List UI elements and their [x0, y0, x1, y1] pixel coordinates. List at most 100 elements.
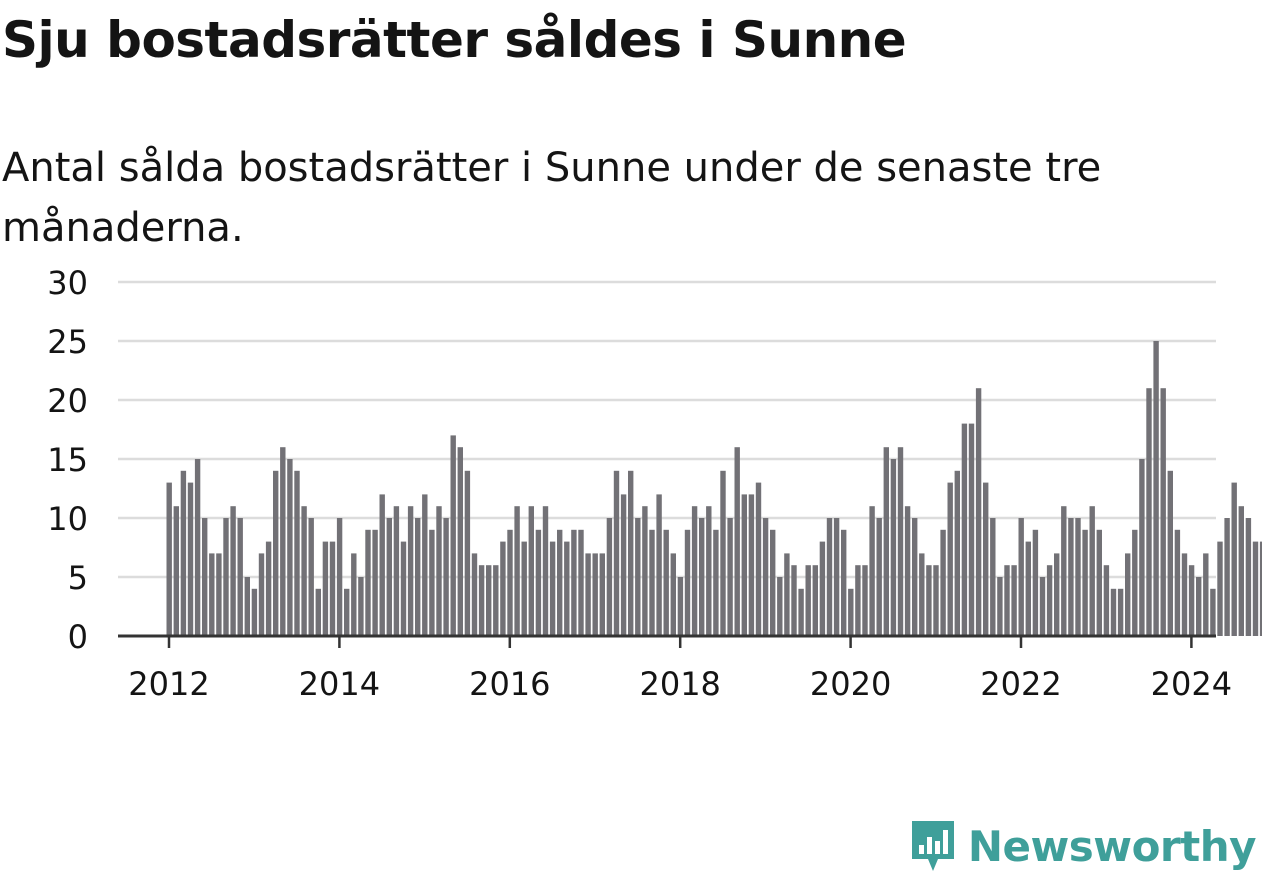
bar — [429, 529, 435, 636]
bar — [841, 529, 847, 636]
bar — [464, 470, 471, 636]
bar — [1061, 506, 1067, 636]
bar — [904, 506, 911, 636]
bar — [1082, 529, 1088, 636]
bar — [1181, 553, 1188, 636]
bar — [1004, 565, 1010, 636]
bar — [755, 482, 762, 636]
bar — [592, 553, 598, 636]
bar — [528, 506, 534, 636]
bar — [393, 506, 400, 636]
bar — [308, 518, 314, 636]
bar — [301, 506, 307, 636]
bar — [691, 506, 698, 636]
bar — [677, 577, 684, 636]
x-tick-label: 2022 — [980, 665, 1061, 703]
bar — [358, 577, 364, 636]
bar — [187, 482, 194, 636]
bar — [251, 588, 258, 636]
bar — [500, 541, 506, 636]
bar — [1054, 553, 1060, 636]
bar — [329, 541, 336, 636]
bar — [1132, 529, 1138, 636]
bar — [1075, 518, 1081, 636]
bar — [599, 553, 605, 636]
bar — [436, 506, 442, 636]
bar — [727, 518, 733, 636]
bar — [585, 553, 591, 636]
bar — [762, 518, 769, 636]
bar — [706, 506, 712, 636]
bar — [784, 553, 790, 636]
bar — [457, 447, 463, 636]
bar — [961, 423, 968, 636]
bar — [1252, 541, 1259, 636]
bar — [542, 506, 549, 636]
bar — [1025, 541, 1031, 636]
bar — [265, 541, 272, 636]
bar — [670, 553, 676, 636]
newsworthy-bar-chart-icon — [911, 821, 954, 871]
bar — [1245, 518, 1252, 636]
bar — [478, 565, 485, 636]
y-tick-label: 0 — [68, 618, 88, 656]
x-axis-ticks: 20122014201620182020202220242026 — [128, 636, 1232, 703]
bar — [237, 518, 243, 636]
bar — [571, 529, 577, 636]
bar — [1188, 565, 1195, 636]
bar — [684, 529, 691, 636]
bar — [1096, 529, 1102, 636]
bar — [613, 470, 620, 636]
bar — [400, 541, 407, 636]
bar — [1174, 529, 1181, 636]
bar — [919, 553, 925, 636]
bar — [855, 565, 861, 636]
bar — [663, 529, 669, 636]
bar — [166, 482, 172, 636]
bar — [897, 447, 904, 636]
bar — [1103, 565, 1110, 636]
bar — [486, 565, 492, 636]
bar — [990, 518, 996, 636]
bar — [557, 529, 563, 636]
bar — [1259, 541, 1262, 636]
bar — [890, 459, 897, 636]
bar — [620, 494, 627, 636]
bar — [649, 529, 655, 636]
bar — [1160, 388, 1166, 636]
bar — [699, 518, 705, 636]
bar — [1203, 553, 1209, 636]
bar — [180, 470, 187, 636]
bar — [578, 529, 584, 636]
bar — [564, 541, 570, 636]
bar — [372, 529, 378, 636]
bar — [202, 518, 208, 636]
bar — [173, 506, 179, 636]
bar — [954, 470, 960, 636]
bar — [1139, 459, 1145, 636]
bar — [1039, 577, 1046, 636]
bar — [351, 553, 357, 636]
bar — [805, 565, 811, 636]
bar — [244, 577, 250, 636]
bar — [450, 435, 456, 636]
bar — [940, 529, 946, 636]
bar — [422, 494, 428, 636]
bar — [912, 518, 918, 636]
bar — [514, 506, 520, 636]
bar — [1125, 553, 1131, 636]
bar — [1231, 482, 1237, 636]
bar — [656, 494, 662, 636]
bar — [1032, 529, 1039, 636]
bar — [294, 470, 300, 636]
bar — [549, 541, 556, 636]
y-tick-label: 10 — [47, 500, 88, 538]
bar — [1210, 588, 1216, 636]
x-tick-label: 2016 — [469, 665, 550, 703]
bar — [819, 541, 826, 636]
bar — [628, 470, 634, 636]
bar — [521, 541, 527, 636]
y-tick-label: 20 — [47, 382, 88, 420]
bar — [535, 529, 542, 636]
